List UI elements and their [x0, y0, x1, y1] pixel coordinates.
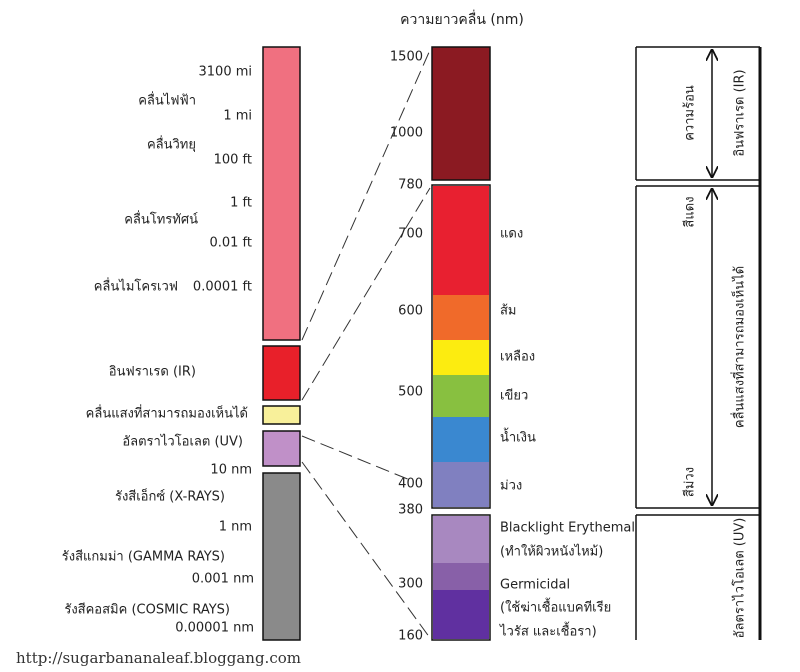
- band-frame: [431, 514, 491, 641]
- band: [433, 417, 489, 462]
- band: [262, 345, 301, 401]
- wavelength: 0.00001 nm: [175, 621, 254, 636]
- band: [262, 472, 301, 641]
- tick-label: 1000: [390, 126, 423, 141]
- tick-label: 500: [398, 385, 423, 400]
- wavelength: 1 nm: [219, 520, 252, 535]
- band-label: คลื่นไมโครเวฟ: [94, 278, 178, 295]
- band: [262, 430, 301, 467]
- group-label: อัลตราไวโอเลต (UV): [732, 518, 748, 639]
- wavelength: 10 nm: [210, 463, 252, 478]
- zoom-line: [301, 461, 431, 639]
- zoom-line: [301, 187, 431, 401]
- band-label: รังสีคอสมิค (COSMIC RAYS): [64, 602, 230, 618]
- tick-label: 600: [398, 304, 423, 319]
- visible-bands: [433, 186, 489, 639]
- tick-label: 300: [398, 577, 423, 592]
- wavelength: 1 mi: [223, 109, 252, 124]
- group-label: ความร้อน: [683, 85, 698, 141]
- band: [433, 462, 489, 507]
- detail-bar: [431, 46, 491, 641]
- band-label: อินฟราเรด (IR): [109, 365, 196, 380]
- group-label: สีม่วง: [682, 467, 698, 497]
- group-label: คลื่นแสงที่สามารถมองเห็นได้: [730, 266, 748, 428]
- wavelength: 1 ft: [230, 196, 252, 211]
- band: [433, 375, 489, 417]
- tick-label: 160: [398, 629, 423, 644]
- zoom-line: [301, 435, 411, 481]
- zoom-lines: [301, 49, 431, 639]
- band: [433, 340, 489, 375]
- band: [431, 46, 491, 181]
- detail-ticks: 1500 1000 780 700 600 500 400 380 300 16…: [390, 50, 423, 644]
- color-label: ม่วง: [500, 479, 522, 494]
- full-spectrum-bar: [262, 46, 301, 641]
- tick-label: 1500: [390, 50, 423, 65]
- wavelength: 0.0001 ft: [193, 280, 252, 295]
- footer-url: http://sugarbananaleaf.bloggang.com: [16, 649, 301, 667]
- band-label: คลื่นวิทยุ: [147, 136, 196, 153]
- spectrum-labels: 3100 mi คลื่นไฟฟ้า 1 mi คลื่นวิทยุ 100 f…: [62, 65, 254, 636]
- band-frame: [431, 184, 491, 509]
- tick-label: 780: [398, 178, 423, 193]
- group-labels: ความร้อน อินฟราเรด (IR) สีแดง สีม่วง คลื…: [682, 69, 748, 638]
- band: [433, 516, 489, 563]
- band-label: รังสีเอ็กซ์ (X-RAYS): [115, 487, 225, 505]
- band-label: คลื่นโทรทัศน์: [124, 211, 198, 228]
- band: [433, 186, 489, 295]
- uv-band-note: ไวรัส และเชื้อรา): [499, 622, 597, 640]
- band: [262, 46, 301, 341]
- color-labels: แดง ส้ม เหลือง เขียว น้ำเงิน ม่วง Blackl…: [499, 227, 635, 640]
- uv-band-note: (ใช้ฆ่าเชื้อแบคทีเรีย: [500, 598, 611, 616]
- group-brackets: [635, 46, 762, 640]
- wavelength: 3100 mi: [199, 65, 253, 80]
- wavelength: 0.01 ft: [209, 236, 252, 251]
- wavelength: 100 ft: [214, 153, 252, 168]
- color-label: เหลือง: [500, 349, 535, 365]
- band: [433, 590, 489, 639]
- uv-band-note: (ทำให้ผิวหนังไหม้): [500, 544, 603, 560]
- tick-label: 380: [398, 503, 423, 518]
- band-label: คลื่นไฟฟ้า: [138, 92, 196, 109]
- band: [433, 295, 489, 340]
- color-label: เขียว: [500, 388, 528, 404]
- group-label: สีแดง: [682, 196, 698, 227]
- wavelength: 0.001 nm: [192, 572, 254, 587]
- uv-band-name: Blacklight Erythemal: [500, 521, 635, 536]
- uv-band-name: Germicidal: [500, 578, 570, 593]
- group-label: อินฟราเรด (IR): [733, 69, 748, 156]
- detail-title: ความยาวคลื่น (nm): [400, 10, 524, 28]
- zoom-line: [301, 49, 431, 341]
- band-label: คลื่นแสงที่สามารถมองเห็นได้: [86, 404, 248, 422]
- color-label: ส้ม: [500, 304, 517, 319]
- band: [262, 405, 301, 425]
- color-label: น้ำเงิน: [500, 428, 536, 446]
- band-label: รังสีแกมม่า (GAMMA RAYS): [62, 549, 225, 565]
- tick-label: 400: [398, 477, 423, 492]
- band: [433, 563, 489, 590]
- tick-label: 700: [398, 227, 423, 242]
- color-label: แดง: [500, 227, 523, 242]
- band-label: อัลตราไวโอเลต (UV): [122, 434, 243, 450]
